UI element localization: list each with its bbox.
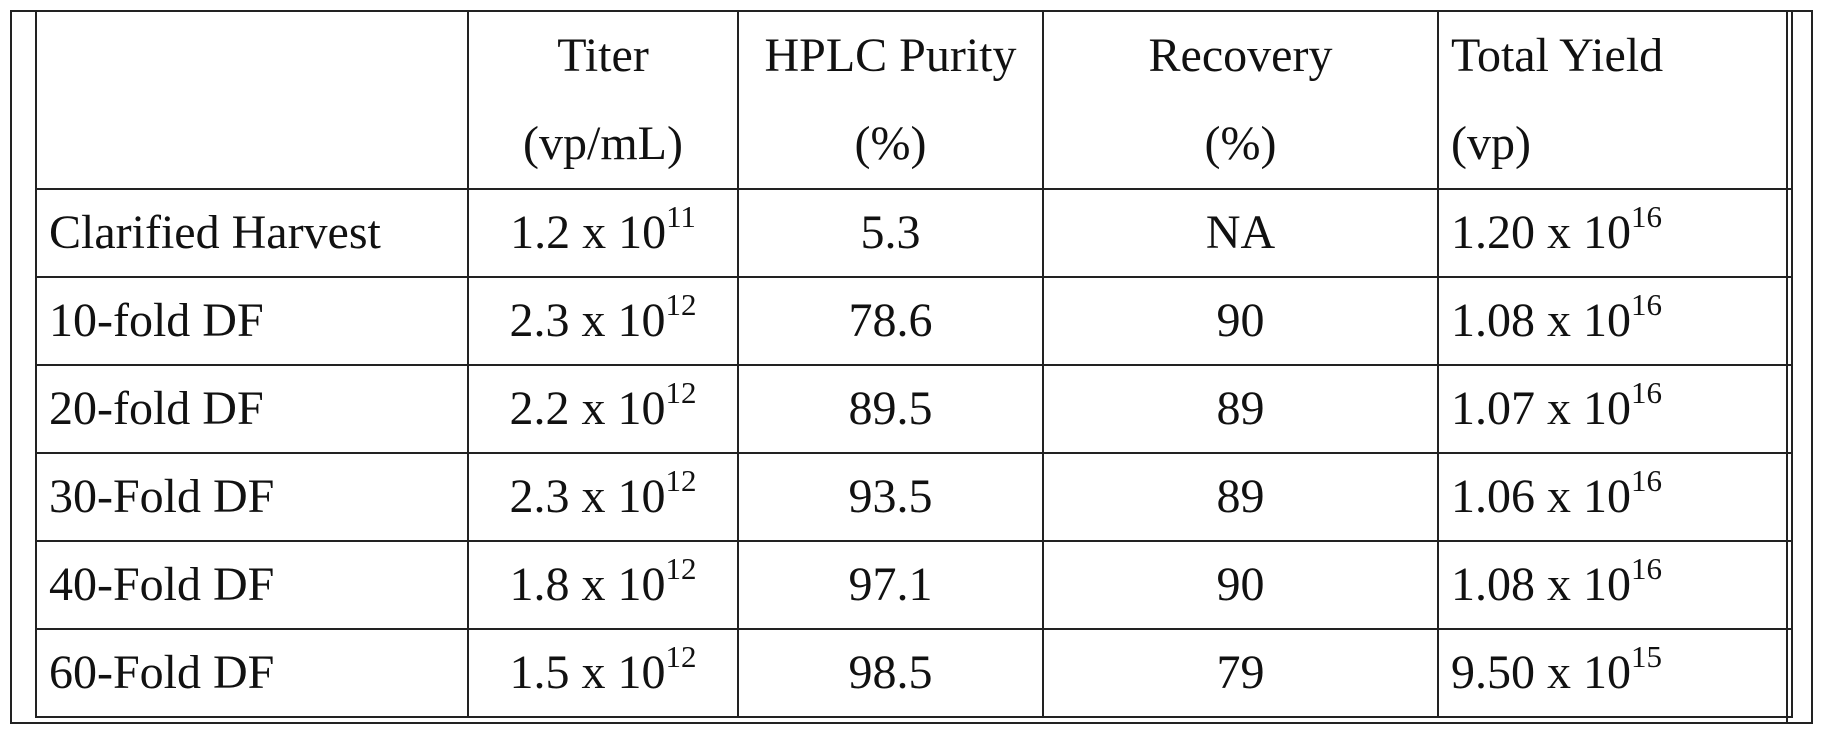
recovery-cell: 89 [1043,453,1438,541]
yield-cell: 1.06 x 1016 [1438,453,1792,541]
recovery-cell: 90 [1043,541,1438,629]
header-titer-label: Titer [481,12,725,100]
header-purity-unit: (%) [751,100,1030,188]
row-label: 30-Fold DF [36,453,468,541]
header-yield-unit: (vp) [1451,100,1779,188]
row-label: 20-fold DF [36,365,468,453]
header-cell-yield: Total Yield (vp) [1438,11,1792,189]
row-label: Clarified Harvest [36,189,468,277]
table-row: 10-fold DF 2.3 x 1012 78.6 90 1.08 x 101… [36,277,1792,365]
table-row: 30-Fold DF 2.3 x 1012 93.5 89 1.06 x 101… [36,453,1792,541]
header-recovery-unit: (%) [1056,100,1425,188]
recovery-cell: NA [1043,189,1438,277]
table-row: 60-Fold DF 1.5 x 1012 98.5 79 9.50 x 101… [36,629,1792,717]
titer-cell: 2.3 x 1012 [468,453,738,541]
purity-cell: 89.5 [738,365,1043,453]
recovery-cell: 89 [1043,365,1438,453]
titer-cell: 2.2 x 1012 [468,365,738,453]
titer-cell: 1.2 x 1011 [468,189,738,277]
titer-cell: 1.5 x 1012 [468,629,738,717]
table-header-row: Titer (vp/mL) HPLC Purity (%) Recovery (… [36,11,1792,189]
titer-cell: 1.8 x 1012 [468,541,738,629]
row-label: 40-Fold DF [36,541,468,629]
data-table: Titer (vp/mL) HPLC Purity (%) Recovery (… [35,10,1793,718]
table-row: Clarified Harvest 1.2 x 1011 5.3 NA 1.20… [36,189,1792,277]
yield-cell: 1.07 x 1016 [1438,365,1792,453]
header-cell-recovery: Recovery (%) [1043,11,1438,189]
header-recovery-label: Recovery [1056,12,1425,100]
row-label: 10-fold DF [36,277,468,365]
purity-cell: 78.6 [738,277,1043,365]
row-label: 60-Fold DF [36,629,468,717]
header-yield-label: Total Yield [1451,12,1779,100]
yield-cell: 1.08 x 1016 [1438,277,1792,365]
purity-cell: 98.5 [738,629,1043,717]
recovery-cell: 90 [1043,277,1438,365]
table-row: 40-Fold DF 1.8 x 1012 97.1 90 1.08 x 101… [36,541,1792,629]
yield-cell: 1.20 x 1016 [1438,189,1792,277]
header-cell-purity: HPLC Purity (%) [738,11,1043,189]
purity-cell: 93.5 [738,453,1043,541]
recovery-cell: 79 [1043,629,1438,717]
header-cell-titer: Titer (vp/mL) [468,11,738,189]
yield-cell: 9.50 x 1015 [1438,629,1792,717]
titer-cell: 2.3 x 1012 [468,277,738,365]
purity-cell: 97.1 [738,541,1043,629]
purity-cell: 5.3 [738,189,1043,277]
header-titer-unit: (vp/mL) [481,100,725,188]
table-row: 20-fold DF 2.2 x 1012 89.5 89 1.07 x 101… [36,365,1792,453]
yield-cell: 1.08 x 1016 [1438,541,1792,629]
header-cell-label [36,11,468,189]
header-purity-label: HPLC Purity [751,12,1030,100]
